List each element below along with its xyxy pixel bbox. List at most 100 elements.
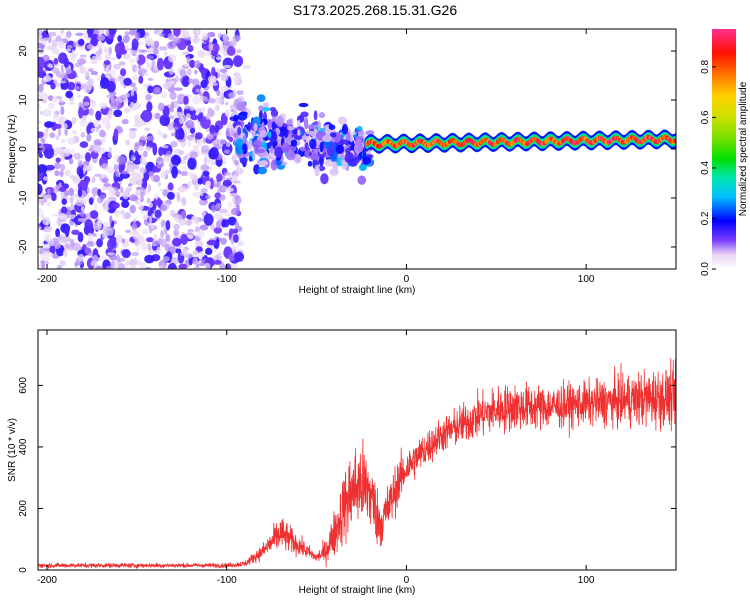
spectrogram-cell — [153, 174, 161, 183]
spectrogram-cell — [106, 228, 114, 236]
spectrogram-cell — [121, 118, 129, 125]
spectrogram-cell — [292, 128, 299, 135]
spectrogram-cell — [127, 160, 132, 166]
spectrogram-cell — [200, 164, 210, 172]
spectrogram-cell — [141, 228, 150, 235]
spectrogram-cell — [49, 245, 56, 255]
spectrogram-cell — [42, 243, 50, 249]
spectrogram-cell — [180, 234, 189, 245]
spectrogram-cell — [73, 176, 81, 185]
spectrogram-cell — [129, 264, 137, 269]
spectrogram-cell — [45, 201, 53, 206]
spectrogram-x-tick-label: 0 — [404, 274, 410, 285]
colorbar-ticks: 0.0 0.2 0.4 0.6 0.8 — [700, 60, 716, 276]
spectrogram-cell — [267, 131, 272, 139]
spectrogram-cell — [188, 78, 195, 84]
spectrogram-cell — [86, 193, 90, 202]
spectrogram-cell — [189, 59, 196, 69]
spectrogram-cell — [150, 224, 154, 230]
spectrogram-cell — [183, 63, 191, 67]
spectrogram-cell — [194, 69, 198, 75]
spectrogram-cell — [38, 195, 43, 203]
spectrogram-cell — [108, 29, 117, 36]
spectrogram-cell — [81, 205, 85, 213]
colorbar-label: Normalized spectral amplitude — [738, 81, 749, 216]
spectrogram-cell — [213, 235, 217, 240]
spectrogram-cell — [174, 87, 183, 91]
spectrogram-cell — [60, 106, 65, 116]
spectrogram-cell — [85, 152, 91, 163]
spectrogram-cell — [38, 66, 44, 78]
spectrogram-cell — [113, 109, 123, 118]
spectrogram-cell — [199, 91, 203, 97]
spectrogram-cell — [355, 139, 360, 148]
snr-frame — [37, 329, 677, 571]
spectrogram-cell — [216, 173, 223, 182]
spectrogram-cell — [105, 29, 110, 37]
spectrogram-cell — [307, 160, 313, 167]
spectrogram-cell — [235, 167, 244, 175]
spectrogram-cell — [60, 138, 66, 144]
spectrogram-cell — [217, 132, 222, 136]
spectrogram-cell — [309, 138, 317, 150]
spectrogram-cell — [135, 189, 140, 197]
spectrogram-cell — [165, 234, 171, 243]
spectrogram-cell — [195, 88, 200, 93]
spectrogram-cell — [45, 256, 50, 261]
spectrogram-cell — [214, 104, 220, 112]
spectrogram-cell — [55, 135, 60, 141]
spectrogram-cell — [184, 219, 193, 226]
spectrogram-cell — [97, 41, 102, 50]
spectrogram-cell — [93, 120, 100, 128]
spectrogram-cell — [225, 101, 229, 106]
spectrogram-cell — [163, 82, 172, 90]
spectrogram-cell — [64, 236, 71, 240]
spectrogram-cell — [47, 188, 51, 195]
spectrogram-cell — [188, 230, 194, 240]
spectrogram-cell — [235, 148, 244, 155]
spectrogram-cell — [50, 82, 56, 90]
spectrogram-cell — [185, 120, 195, 129]
spectrogram-cell — [208, 41, 213, 51]
spectrogram-cell — [287, 126, 296, 131]
spectrogram-cell — [236, 101, 246, 112]
spectrogram-cell — [232, 132, 239, 138]
colorbar-gradient — [712, 29, 736, 269]
spectrogram-cell — [66, 206, 71, 215]
spectrogram-cell — [169, 209, 176, 217]
spectrogram-cell — [115, 237, 121, 245]
spectrogram-cell — [135, 200, 139, 204]
spectrogram-cell — [137, 48, 141, 53]
spectrogram-cell — [304, 149, 311, 158]
spectrogram-cell — [129, 58, 135, 63]
spectrogram-cell — [235, 74, 243, 79]
spectrogram-cell — [91, 33, 99, 47]
spectrogram-cell — [222, 33, 229, 42]
spectrogram-cell — [154, 209, 162, 219]
spectrogram-cell — [107, 151, 112, 159]
spectrogram-cell — [179, 150, 184, 156]
spectrogram-cell — [88, 148, 94, 152]
spectrogram-cell — [100, 174, 106, 178]
spectrogram-cell — [45, 73, 50, 83]
spectrogram-cell — [106, 166, 115, 174]
spectrogram-cell — [73, 152, 81, 160]
spectrogram-cell — [172, 37, 181, 44]
spectrogram-cell — [83, 86, 91, 93]
spectrogram-cell — [319, 142, 324, 153]
spectrogram-cell — [183, 95, 189, 106]
spectrogram-cell — [66, 45, 73, 49]
spectrogram-y-tick-label: 10 — [18, 94, 29, 106]
spectrogram-cell — [211, 66, 216, 78]
spectrogram-cell — [276, 115, 284, 128]
spectrogram-cell — [233, 251, 245, 262]
spectrogram-cell — [88, 197, 94, 205]
spectrogram-cell — [85, 242, 95, 248]
spectrogram-cell — [185, 113, 191, 120]
spectrogram-cell — [66, 148, 72, 156]
spectrogram-cell — [349, 137, 353, 143]
spectrogram-cell — [184, 103, 190, 110]
spectrogram-cell — [146, 197, 151, 204]
spectrogram-cell — [132, 157, 136, 161]
spectrogram-cell — [101, 163, 109, 171]
